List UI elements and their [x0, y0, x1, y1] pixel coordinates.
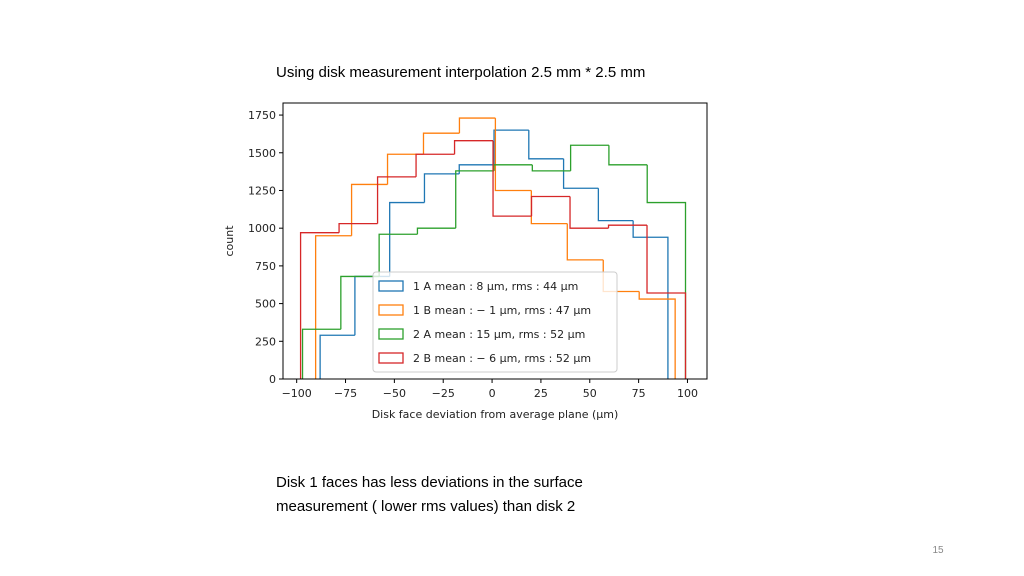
x-tick-label: 50 [583, 387, 597, 400]
histogram-step [566, 223, 604, 261]
y-axis-label: count [223, 225, 236, 257]
y-tick-label: 1500 [248, 147, 276, 160]
note-line: Disk 1 faces has less deviations in the … [276, 474, 583, 491]
page-number: 15 [932, 545, 944, 556]
histogram-step [458, 117, 496, 134]
legend: 1 A mean : 8 μm, rms : 44 μm 1 B mean : −… [372, 271, 618, 373]
histogram-step [301, 328, 341, 379]
histogram-step [493, 164, 533, 171]
histogram-step [415, 153, 455, 177]
histogram-step [608, 145, 648, 166]
histogram-step [319, 334, 355, 379]
histogram-step [314, 235, 352, 379]
histogram-step [493, 129, 529, 165]
y-tick-label: 1750 [248, 109, 276, 122]
histogram-step [386, 153, 424, 185]
note-line: measurement ( lower rms values) than dis… [276, 498, 575, 515]
histogram-step [632, 220, 669, 379]
histogram-step [350, 183, 388, 236]
histogram-step [569, 144, 609, 171]
legend-swatch [378, 280, 404, 292]
histogram-step [531, 164, 571, 172]
legend-label: 1 B mean : − 1 μm, rms : 47 μm [413, 304, 591, 317]
histogram-step [458, 164, 495, 174]
histogram-step [416, 227, 456, 235]
histogram-step [492, 140, 532, 217]
histogram-step [455, 170, 495, 229]
histogram-step [646, 225, 687, 379]
histogram-step [422, 132, 460, 155]
legend-label: 2 A mean : 15 μm, rms : 52 μm [413, 328, 585, 341]
histogram-step [389, 201, 425, 277]
histogram-step [299, 232, 340, 379]
histogram-step [562, 158, 599, 189]
histogram-step [530, 195, 571, 217]
legend-swatch [378, 352, 404, 364]
y-tick-label: 250 [255, 335, 276, 348]
axes-frame [282, 102, 708, 380]
histogram-step [597, 188, 634, 222]
x-tick-label: −50 [383, 387, 406, 400]
histogram-step [340, 275, 380, 330]
x-tick-label: 75 [632, 387, 646, 400]
histogram-step [646, 164, 687, 379]
histogram-step [378, 233, 418, 277]
x-tick-label: 0 [489, 387, 496, 400]
histogram-step [638, 291, 676, 379]
slide-title: Using disk measurement interpolation 2.5… [276, 64, 645, 81]
y-tick-label: 0 [269, 373, 276, 386]
histogram-step [528, 130, 564, 160]
histogram-step [607, 224, 648, 229]
x-tick-label: 100 [677, 387, 698, 400]
x-axis-label: Disk face deviation from average plane (… [372, 408, 619, 421]
y-tick-label: 1000 [248, 222, 276, 235]
x-tick-label: 25 [534, 387, 548, 400]
legend-label: 1 A mean : 8 μm, rms : 44 μm [413, 280, 578, 293]
histogram-step [423, 173, 460, 203]
x-tick-label: −100 [282, 387, 312, 400]
legend-label: 2 B mean : − 6 μm, rms : 52 μm [413, 352, 591, 365]
histogram-step [494, 118, 532, 192]
y-tick-label: 750 [255, 260, 276, 273]
histogram-step [376, 176, 417, 224]
legend-swatch [378, 328, 404, 340]
histogram-step [453, 140, 494, 155]
histogram-step [338, 223, 378, 233]
x-tick-label: −75 [334, 387, 357, 400]
legend-swatch [378, 304, 404, 316]
x-tick-label: −25 [432, 387, 455, 400]
y-tick-label: 500 [255, 298, 276, 311]
histogram-step [569, 196, 609, 229]
y-tick-label: 1250 [248, 184, 276, 197]
legend-box [372, 271, 618, 373]
histogram-step [530, 190, 568, 225]
